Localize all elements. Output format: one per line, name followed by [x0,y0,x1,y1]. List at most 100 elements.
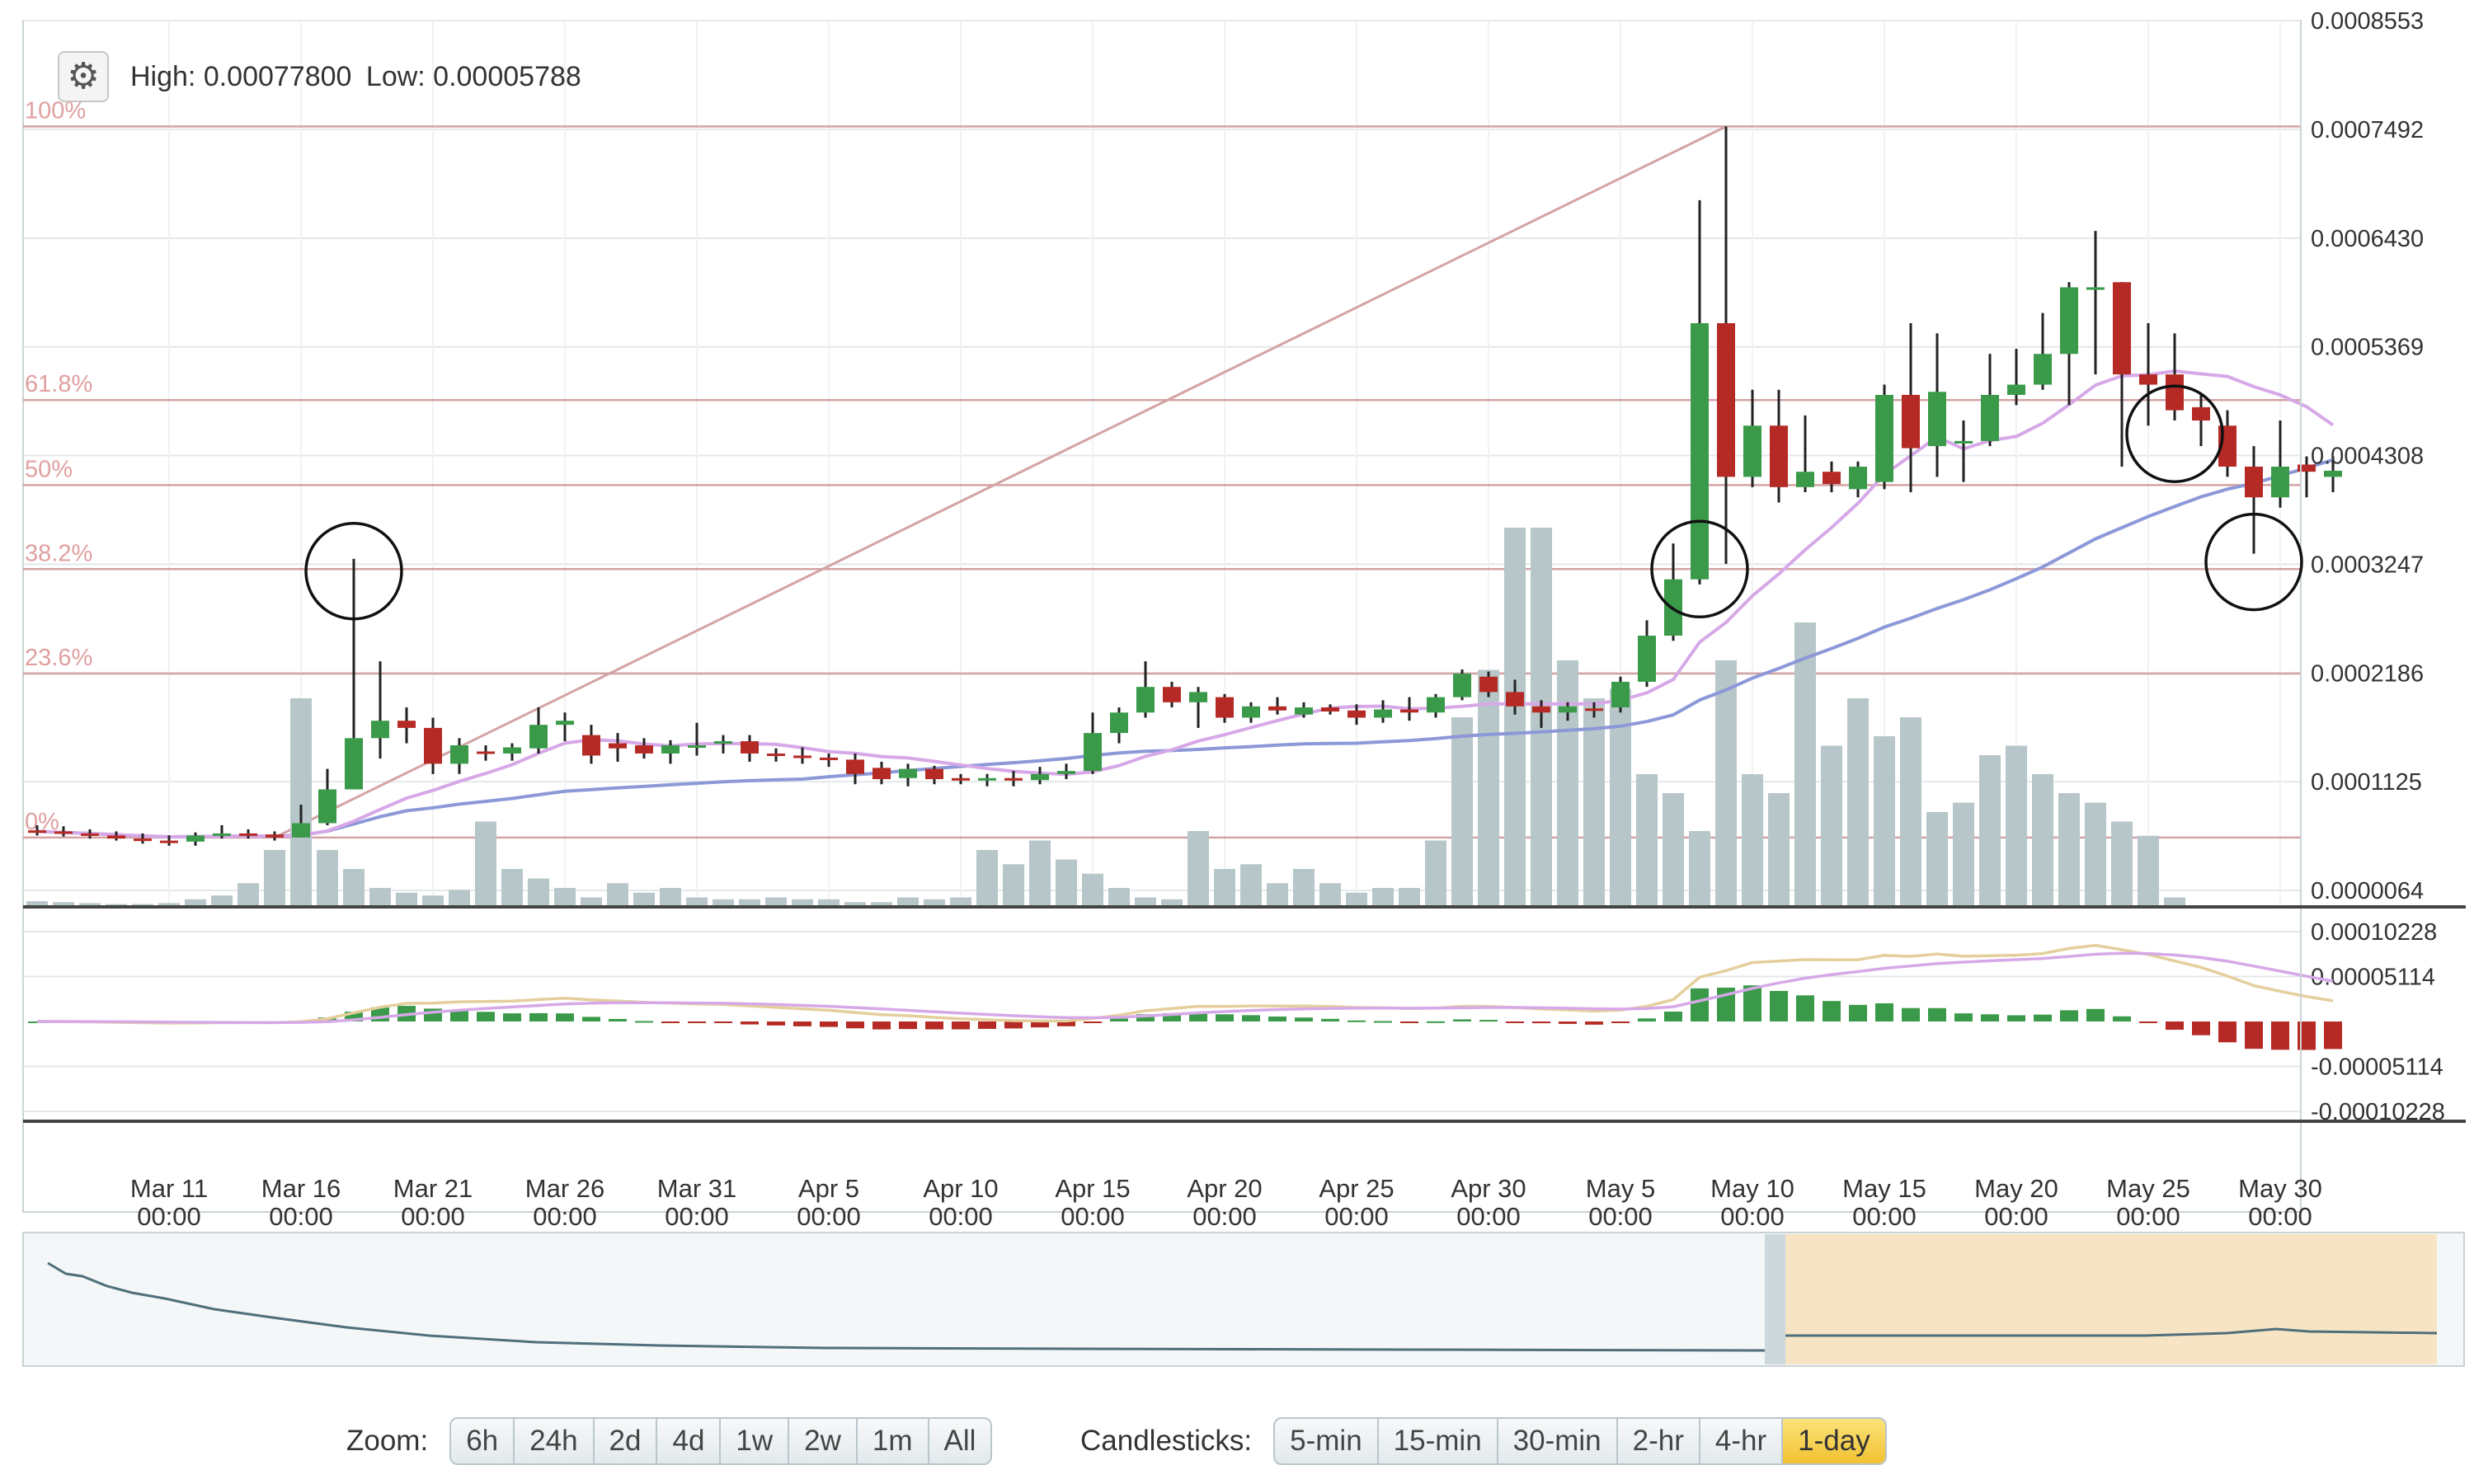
macd-histogram-bar [1954,1013,1973,1021]
macd-histogram-bar [661,1021,680,1023]
volume-bar [1399,888,1420,907]
macd-histogram-bar [1691,988,1709,1021]
macd-histogram-bar [925,1021,943,1030]
fib-label: 61.8% [25,371,92,397]
candle-body [1796,472,1814,487]
volume-bar [844,902,866,907]
candle-body [107,835,125,839]
macd-histogram-bar [477,1012,495,1021]
macd-histogram-bar [2007,1015,2025,1021]
volume-bar [264,850,285,907]
volume-bar [238,883,259,907]
candle-body [661,745,680,754]
volume-bar [1742,774,1763,907]
candle-body [1928,392,1946,447]
candle-body [2060,287,2078,355]
time-tick-label: 00:00 [533,1202,597,1231]
volume-bar [1425,840,1446,907]
candle-body [767,753,785,756]
zoom-24h-button[interactable]: 24h [515,1419,595,1463]
macd-histogram-bar [899,1021,917,1030]
macd-histogram-bar [820,1021,838,1027]
candle-body [1981,394,1999,441]
candle-body [1770,425,1788,487]
candle-body [582,735,600,756]
macd-histogram-bar [1189,1012,1207,1021]
volume-bar [897,897,919,907]
volume-bar [1689,831,1710,907]
zoom-1w-button[interactable]: 1w [721,1419,790,1463]
candle-body [81,833,99,836]
zoom-4d-button[interactable]: 4d [657,1419,722,1463]
macd-histogram-bar [1268,1016,1286,1021]
volume-bar [1478,669,1499,907]
candle-4-hr-button[interactable]: 4-hr [1700,1419,1784,1463]
macd-histogram-bar [1453,1019,1471,1021]
macd-histogram-bar [872,1021,891,1030]
macd-histogram-bar [1163,1012,1181,1021]
macd-signal-line [37,951,2334,1024]
candle-body [1084,733,1102,772]
volume-bar [185,899,206,907]
zoom-1m-button[interactable]: 1m [858,1419,929,1463]
volume-bar [581,897,602,907]
volume-bar [739,899,760,907]
candle-2-hr-button[interactable]: 2-hr [1618,1419,1700,1463]
macd-histogram-bar [2298,1021,2316,1050]
candle-30-min-button[interactable]: 30-min [1498,1419,1618,1463]
volume-bar [1715,660,1737,907]
volume-bar [1346,892,1367,907]
settings-button[interactable]: ⚙ [58,51,109,102]
macd-line [36,943,2334,1025]
volume-bar [2085,802,2106,907]
candle-body [1611,681,1630,708]
volume-bar [501,869,523,907]
volume-bar [1874,736,1895,907]
volume-bar [1953,802,1974,907]
candle-body [2166,374,2184,411]
macd-histogram-bar [793,1021,811,1026]
volume-bar [950,897,971,907]
candle-body [688,745,706,749]
zoom-2d-button[interactable]: 2d [595,1419,658,1463]
time-tick-label: Apr 20 [1187,1174,1262,1203]
zoom-2w-button[interactable]: 2w [789,1419,858,1463]
macd-histogram-bar [2218,1021,2236,1043]
time-tick-label: Apr 30 [1451,1174,1526,1203]
macd-histogram-bar [1532,1021,1550,1024]
macd-histogram-bar [1427,1021,1445,1023]
time-tick-label: 00:00 [1456,1202,1521,1231]
candle-body [2007,384,2025,395]
candle-body [1875,394,1893,482]
candle-5-min-button[interactable]: 5-min [1275,1419,1379,1463]
candle-body [952,777,970,781]
volume-bar [686,897,708,907]
volume-bar [1794,622,1816,907]
candle-body [134,838,152,842]
candle-body [2113,282,2131,375]
candle-body [477,751,495,754]
high-low-readout: High: 0.00077800 Low: 0.00005788 [130,61,588,93]
price-tick-label: 0.0008553 [2311,8,2424,35]
zoom-all-button[interactable]: All [943,1425,976,1457]
time-tick-label: 00:00 [2116,1202,2180,1231]
volume-bar [1056,859,1077,907]
time-tick-label: 00:00 [401,1202,465,1231]
volume-bar [396,892,417,907]
moving-average-fast [36,369,2335,839]
candlesticks-label: Candlesticks: [1080,1425,1253,1457]
volume-bar [2111,821,2133,907]
macd-histogram-bar [1242,1015,1260,1021]
time-tick-label: Mar 31 [657,1174,736,1203]
candle-15-min-button[interactable]: 15-min [1379,1419,1498,1463]
macd-histogram-bar [1559,1021,1577,1024]
candle-body [318,789,336,824]
zoom-6h-button[interactable]: 6h [451,1419,515,1463]
candle-body [1321,707,1339,712]
fib-label: 50% [25,456,73,482]
candlestick-control: Candlesticks: 5-min 15-min 30-min 2-hr 4-hr 1… [1080,1416,1887,1466]
candle-1-day-button[interactable]: 1-day [1783,1419,1885,1463]
macd-histogram-bar [1902,1007,1920,1021]
time-tick-label: 00:00 [1984,1202,2048,1231]
